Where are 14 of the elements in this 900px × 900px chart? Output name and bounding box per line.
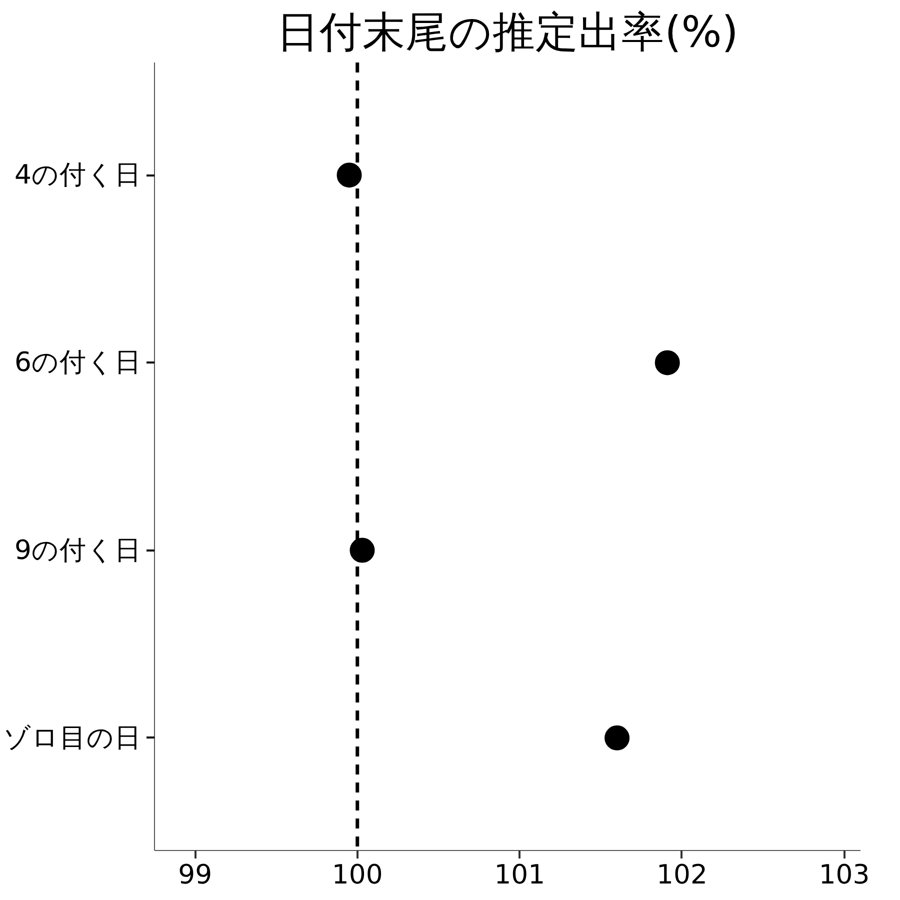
x-tick-label: 103 (818, 860, 870, 890)
x-tick-label: 99 (178, 860, 212, 890)
point (350, 538, 375, 563)
chart-title: 日付末尾の推定出率(%) (276, 8, 738, 58)
y-tick-label: 4の付く日 (14, 160, 142, 191)
y-tick-label: 6の付く日 (14, 347, 142, 378)
point (654, 350, 680, 376)
x-tick-label: 100 (332, 860, 383, 890)
x-tick-label: 102 (656, 860, 708, 890)
point (604, 725, 630, 750)
point (336, 162, 362, 188)
x-tick-label: 101 (494, 860, 546, 890)
y-tick-label: ゾロ目の日 (4, 722, 142, 754)
y-tick-label: 9の付く日 (14, 534, 142, 566)
